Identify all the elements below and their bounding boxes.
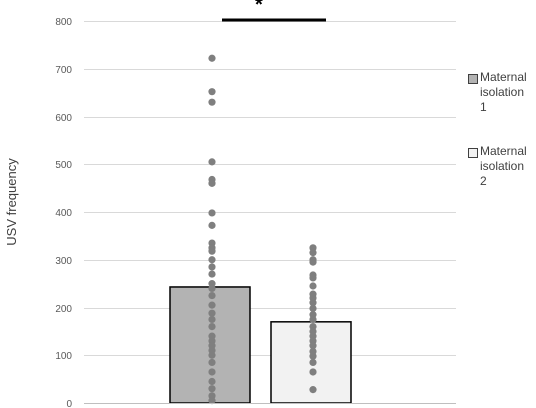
y-axis-label: USV frequency — [4, 158, 19, 246]
data-point-s1-27 — [208, 368, 216, 376]
y-tick-labels: 0 100 200 300 400 500 600 700 800 — [55, 17, 72, 408]
legend-label-series-2: Maternal isolation 2 — [480, 144, 527, 188]
data-point-s2-10 — [309, 304, 317, 313]
y-tick-label-600: 600 — [55, 113, 72, 124]
data-point-s1-7 — [208, 221, 216, 229]
y-tick-label-700: 700 — [55, 65, 72, 76]
y-tick-label-400: 400 — [55, 208, 72, 219]
data-point-s1-13 — [208, 270, 216, 278]
legend-label-series-1: Maternal isolation 1 — [480, 70, 527, 114]
data-point-s1-12 — [208, 263, 216, 271]
data-point-s2-9 — [309, 299, 317, 307]
data-point-s2-12 — [309, 315, 317, 324]
data-point-s2-3 — [309, 258, 317, 266]
data-point-s2-22 — [309, 386, 317, 394]
data-point-s1-31 — [208, 397, 216, 405]
data-point-s1-15 — [208, 284, 216, 292]
data-point-s2-1 — [309, 248, 317, 257]
data-point-s1-20 — [208, 323, 216, 331]
data-point-s2-20 — [309, 358, 317, 367]
legend-item-series-2: Maternal isolation 2 — [468, 144, 534, 189]
data-point-s1-19 — [208, 315, 216, 324]
data-points — [208, 54, 317, 405]
legend-swatch-series-2 — [468, 148, 478, 158]
data-point-s1-26 — [208, 358, 216, 367]
data-point-s1-0 — [208, 54, 216, 62]
data-point-s1-29 — [208, 385, 216, 393]
data-point-s1-18 — [208, 309, 216, 317]
legend-item-series-1: Maternal isolation 1 — [468, 70, 534, 115]
data-point-s2-5 — [309, 274, 317, 282]
data-point-s1-25 — [208, 351, 216, 359]
y-tick-label-100: 100 — [55, 351, 72, 362]
gridlines — [84, 21, 456, 356]
data-point-s1-3 — [208, 158, 216, 166]
data-point-s1-16 — [208, 291, 216, 300]
data-point-s2-17 — [309, 342, 317, 350]
data-point-s1-28 — [208, 377, 216, 386]
significance-marker: * — [255, 0, 263, 16]
data-point-s1-10 — [208, 247, 216, 255]
data-point-s1-2 — [208, 98, 216, 106]
data-point-s1-5 — [208, 179, 216, 187]
legend-swatch-series-1 — [468, 74, 478, 84]
data-point-s2-6 — [309, 282, 317, 290]
y-tick-label-200: 200 — [55, 304, 72, 315]
data-point-s1-17 — [208, 301, 216, 309]
data-point-s1-11 — [208, 256, 216, 264]
data-point-s2-19 — [309, 352, 317, 360]
data-point-s1-1 — [208, 88, 216, 96]
bars — [169, 286, 352, 404]
y-tick-label-500: 500 — [55, 160, 72, 171]
y-tick-label-300: 300 — [55, 256, 72, 267]
y-tick-label-800: 800 — [55, 17, 72, 28]
y-tick-label-0: 0 — [66, 399, 72, 408]
data-point-s2-21 — [309, 368, 317, 376]
data-point-s1-6 — [208, 209, 216, 217]
